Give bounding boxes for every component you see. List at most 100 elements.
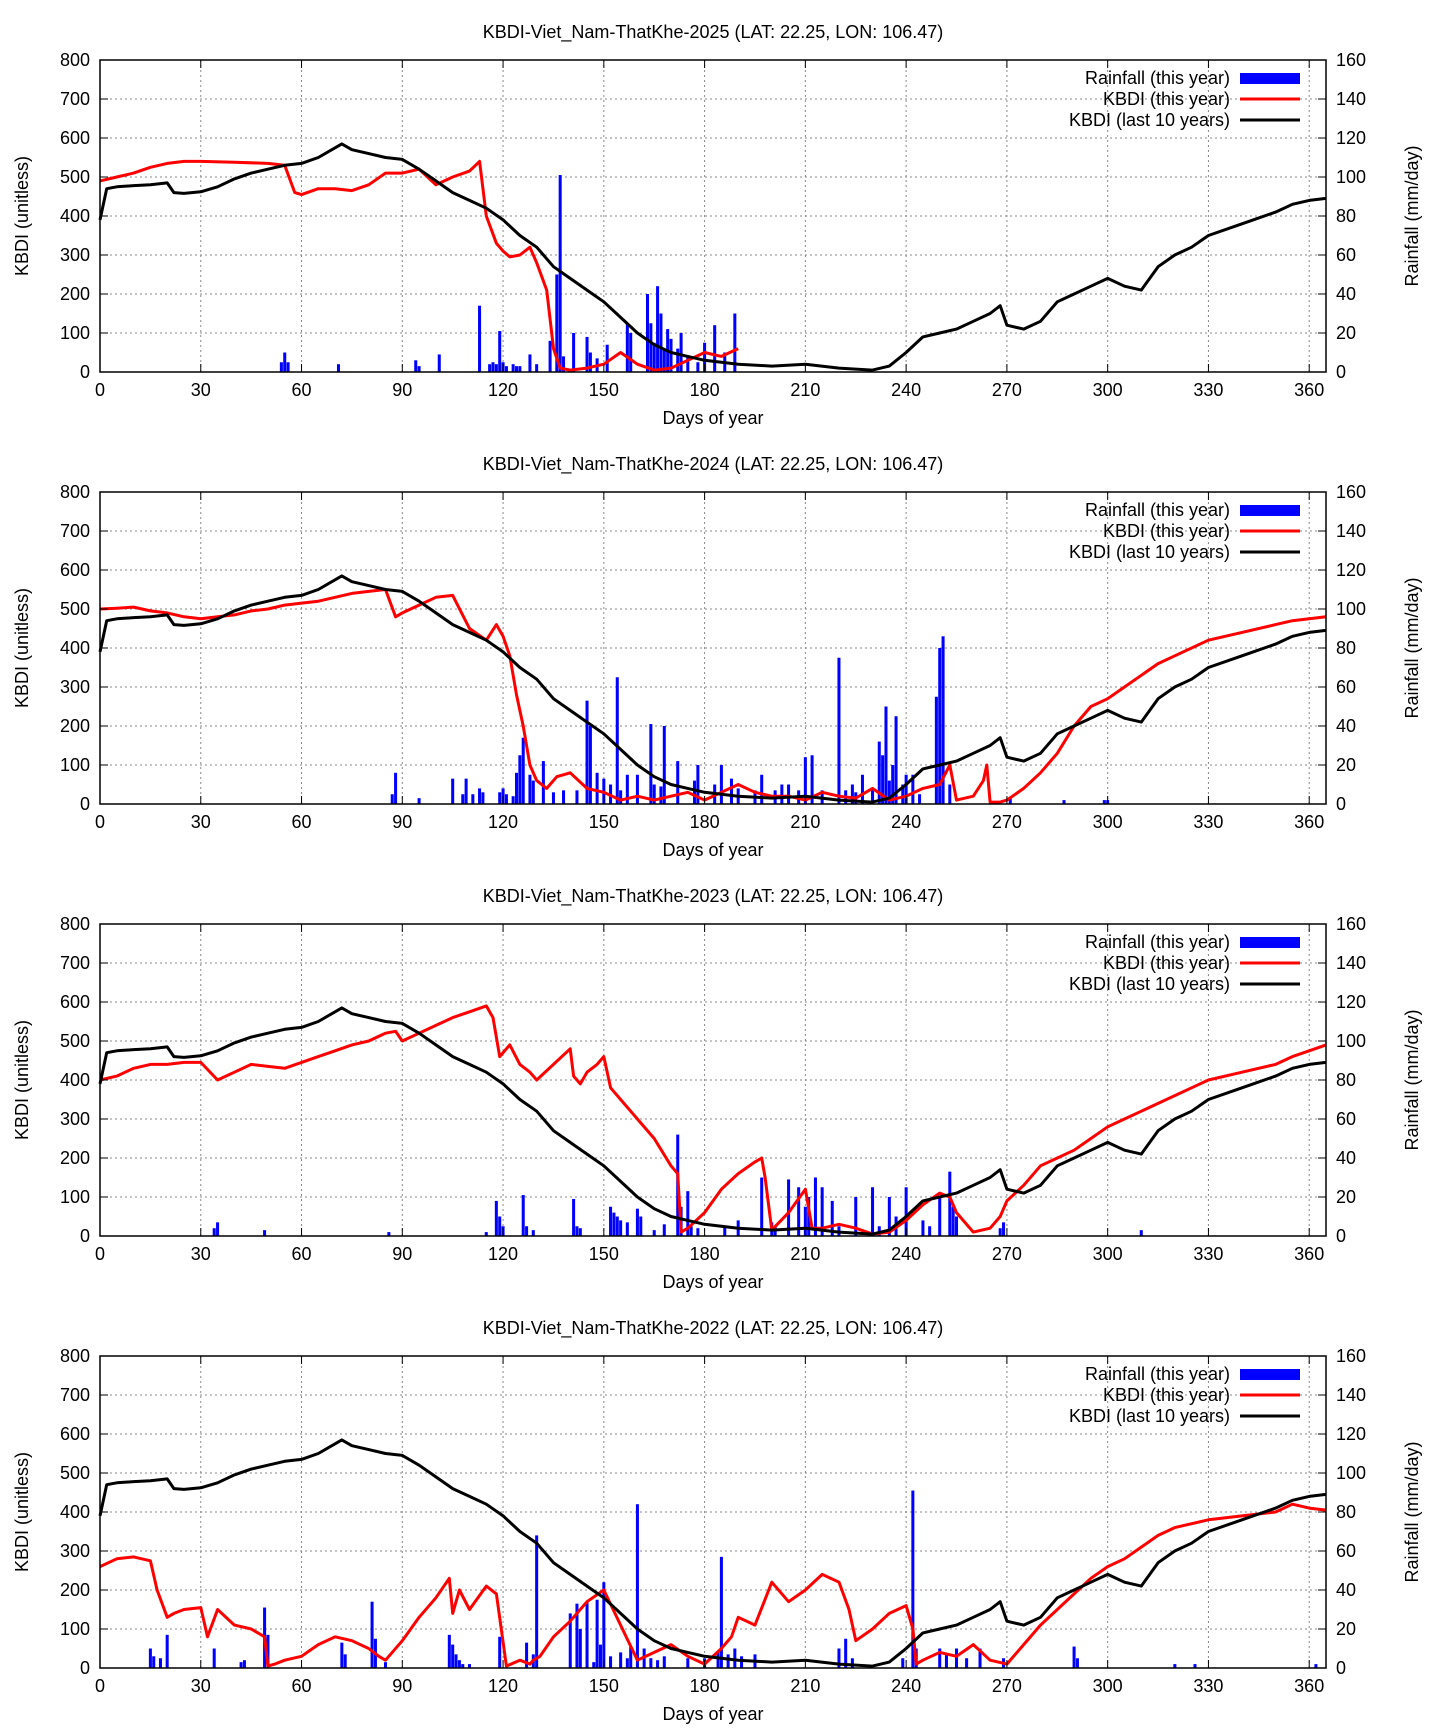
y-axis-right: 0 20 40 60 80 100 120 140 160 [1318, 914, 1366, 1246]
x-tick-label: 180 [690, 1676, 720, 1696]
y-tick-label-right: 40 [1336, 284, 1356, 304]
x-tick-label: 30 [191, 812, 211, 832]
rainfall-bar [948, 1171, 952, 1236]
kbdi-chart-2: KBDI-Viet_Nam-ThatKhe-2023 (LAT: 22.25, … [12, 886, 1422, 1292]
rainfall-bar [619, 1652, 623, 1668]
x-axis: 0 30 60 90 120 150 180 210 240 270 300 330 360 [95, 924, 1324, 1264]
x-axis: 0 30 60 90 120 150 180 210 240 270 300 330 360 [95, 492, 1324, 832]
y-tick-label-left: 200 [60, 1148, 90, 1168]
y-tick-label-left: 500 [60, 167, 90, 187]
y-tick-label-right: 60 [1336, 245, 1356, 265]
rainfall-bar [451, 1644, 455, 1668]
legend-rainfall-swatch [1240, 505, 1300, 516]
rainfall-bar [1075, 1658, 1079, 1668]
rainfall-bar [760, 774, 764, 804]
rainfall-bar [850, 784, 854, 804]
rainfall-bar [689, 1226, 693, 1236]
y-tick-label-right: 0 [1336, 1226, 1346, 1246]
rainfall-bar [1102, 800, 1106, 804]
rainfall-bar [941, 636, 945, 804]
rainfall-bar [605, 344, 609, 372]
rainfall-bar [454, 1654, 458, 1668]
legend-kbdi-this-year-label: KBDI (this year) [1103, 953, 1230, 973]
rainfall-bar [609, 1206, 613, 1236]
y-tick-label-left: 800 [60, 50, 90, 70]
rainfall-bar [340, 1642, 344, 1668]
x-tick-label: 300 [1093, 1676, 1123, 1696]
rainfall-bar [696, 362, 700, 372]
y-tick-label-right: 60 [1336, 677, 1356, 697]
rainfall-bar [733, 1648, 737, 1668]
rainfall-bar [652, 784, 656, 804]
rainfall-bar [659, 313, 663, 372]
rainfall-bar [652, 342, 656, 372]
y-tick-label-left: 600 [60, 992, 90, 1012]
x-tick-label: 330 [1193, 380, 1223, 400]
rainfall-bar [504, 366, 508, 372]
legend-kbdi-this-year-label: KBDI (this year) [1103, 1385, 1230, 1405]
rainfall-bar [693, 780, 697, 804]
rainfall-bar [461, 1664, 465, 1668]
x-tick-label: 330 [1193, 812, 1223, 832]
rainfall-bar [575, 1603, 579, 1668]
y-tick-label-left: 700 [60, 521, 90, 541]
y-tick-label-left: 600 [60, 1424, 90, 1444]
rainfall-bar [629, 333, 633, 372]
rainfall-bar [850, 1658, 854, 1668]
x-tick-label: 150 [589, 1244, 619, 1264]
rainfall-bar [494, 1200, 498, 1236]
rainfall-bar [551, 792, 555, 804]
rainfall-bar [525, 1642, 529, 1668]
legend: Rainfall (this year)KBDI (this year)KBDI… [1069, 1364, 1300, 1426]
rainfall-bar [760, 1177, 764, 1236]
rainfall-bar [1139, 1230, 1143, 1236]
x-tick-label: 150 [589, 380, 619, 400]
rainfall-bar [343, 1654, 347, 1668]
y-tick-label-left: 700 [60, 89, 90, 109]
y-tick-label-left: 300 [60, 677, 90, 697]
y-tick-label-right: 80 [1336, 1070, 1356, 1090]
rainfall-bar [934, 696, 938, 804]
rainfall-bar [998, 1228, 1002, 1236]
y-axis-right: 0 20 40 60 80 100 120 140 160 [1318, 1346, 1366, 1678]
y-tick-label-left: 400 [60, 1502, 90, 1522]
rainfall-bar [336, 364, 340, 372]
rainfall-bar [719, 1556, 723, 1668]
x-tick-label: 360 [1294, 812, 1324, 832]
x-tick-label: 150 [589, 1676, 619, 1696]
rainfall-bar [894, 716, 898, 804]
rainfall-bar [659, 786, 663, 804]
rainfall-bar [612, 1212, 616, 1236]
y-axis-label-left: KBDI (unitless) [12, 588, 32, 708]
rainfall-bar [810, 755, 814, 804]
rainfall-bar [286, 362, 290, 372]
x-tick-label: 330 [1193, 1244, 1223, 1264]
y-tick-label-left: 500 [60, 1463, 90, 1483]
rainfall-bar [955, 1216, 959, 1236]
chart-title: KBDI-Viet_Nam-ThatKhe-2023 (LAT: 22.25, … [483, 886, 944, 907]
rainfall-bar [837, 1648, 841, 1668]
rainfall-bar [676, 348, 680, 372]
legend-rainfall-label: Rainfall (this year) [1085, 1364, 1230, 1384]
kbdi-last-10-years-line [98, 574, 1327, 804]
rainfall-bar [740, 1656, 744, 1668]
legend-kbdi-last-10-years-label: KBDI (last 10 years) [1069, 1406, 1230, 1426]
rainfall-bar [471, 794, 475, 804]
rainfall-bar [635, 1208, 639, 1236]
rainfall-bar [951, 1206, 955, 1236]
rainfall-bar [703, 342, 707, 372]
x-axis-label: Days of year [662, 1704, 763, 1724]
rainfall-bar [588, 352, 592, 372]
rainfall-bar [498, 1216, 502, 1236]
rainfall-bar [780, 784, 784, 804]
x-tick-label: 270 [992, 1676, 1022, 1696]
rainfall-bar [965, 1658, 969, 1668]
y-tick-label-left: 800 [60, 914, 90, 934]
x-tick-label: 270 [992, 380, 1022, 400]
rainfall-bar [679, 333, 683, 372]
x-tick-label: 240 [891, 1244, 921, 1264]
y-tick-label-left: 0 [80, 1658, 90, 1678]
y-tick-label-right: 0 [1336, 794, 1346, 814]
rainfall-bar [521, 1195, 525, 1236]
y-tick-label-right: 140 [1336, 89, 1366, 109]
